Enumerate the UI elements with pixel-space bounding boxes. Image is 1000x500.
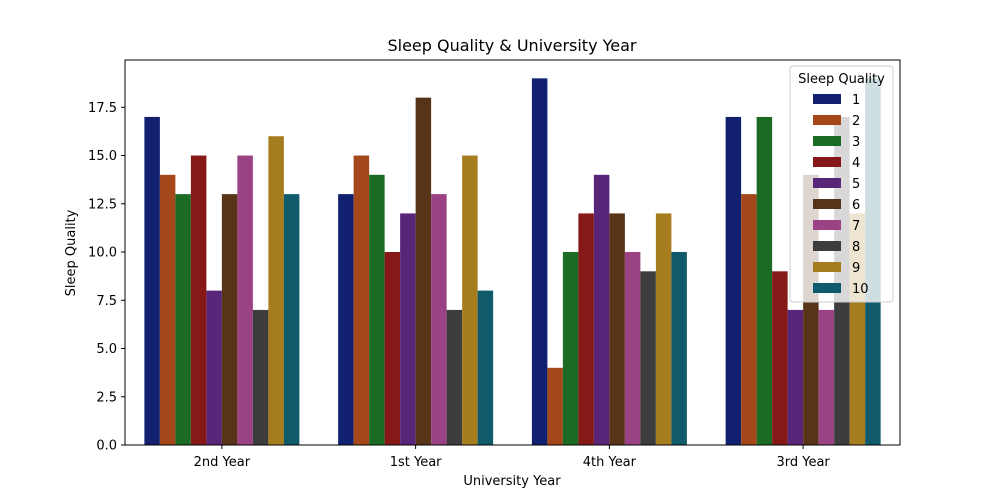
y-tick-label: 10.0 xyxy=(88,246,117,261)
x-tick-label: 2nd Year xyxy=(194,455,251,470)
y-tick-label: 12.5 xyxy=(88,197,117,212)
bar-2nd-year-quality-4 xyxy=(190,155,207,445)
bar-2nd-year-quality-10 xyxy=(283,194,300,445)
y-tick-label: 7.5 xyxy=(96,294,117,309)
bar-3rd-year-quality-2 xyxy=(741,194,757,445)
x-tick-label: 3rd Year xyxy=(776,455,830,470)
bar-1st-year-quality-3 xyxy=(369,174,385,445)
legend-title: Sleep Quality xyxy=(798,72,885,87)
bar-1st-year-quality-4 xyxy=(384,252,401,445)
legend-label-9: 9 xyxy=(852,261,860,276)
bar-3rd-year-quality-3 xyxy=(756,116,773,446)
legend-label-2: 2 xyxy=(852,114,860,129)
bar-2nd-year-quality-8 xyxy=(252,309,269,445)
bar-2nd-year-quality-1 xyxy=(144,116,160,446)
y-tick-label: 2.5 xyxy=(96,390,117,405)
legend-box xyxy=(789,65,894,303)
bar-4th-year-quality-2 xyxy=(547,367,563,445)
bar-1st-year-quality-6 xyxy=(415,97,432,445)
bar-1st-year-quality-7 xyxy=(431,194,447,445)
y-tick-label: 5.0 xyxy=(96,342,117,357)
legend-swatch-10 xyxy=(813,283,841,293)
legend-label-1: 1 xyxy=(852,93,860,108)
x-tick-label: 1st Year xyxy=(390,455,442,470)
bar-4th-year-quality-4 xyxy=(578,213,594,445)
bar-2nd-year-quality-5 xyxy=(206,290,222,445)
bar-2nd-year-quality-2 xyxy=(159,174,176,445)
chart-title: Sleep Quality & University Year xyxy=(387,36,636,55)
bar-2nd-year-quality-6 xyxy=(221,194,238,445)
bar-3rd-year-quality-5 xyxy=(787,309,804,445)
legend-label-4: 4 xyxy=(852,156,860,171)
legend-swatch-7 xyxy=(813,220,841,230)
bar-1st-year-quality-1 xyxy=(338,194,354,445)
legend-swatch-8 xyxy=(813,241,841,251)
legend-swatch-6 xyxy=(813,199,841,209)
bar-4th-year-quality-9 xyxy=(655,213,672,445)
bars-group xyxy=(144,78,881,446)
legend-swatch-5 xyxy=(813,178,841,188)
bar-3rd-year-quality-1 xyxy=(725,116,742,446)
bar-4th-year-quality-7 xyxy=(624,252,641,445)
legend-swatch-3 xyxy=(813,136,841,146)
bar-4th-year-quality-6 xyxy=(609,213,625,445)
bar-1st-year-quality-10 xyxy=(477,290,494,445)
legend: Sleep Quality 1 2 3 4 5 6 7 8 9 10 xyxy=(789,65,894,303)
legend-label-10: 10 xyxy=(852,282,869,297)
legend-label-6: 6 xyxy=(852,198,860,213)
y-axis-label: Sleep Quality xyxy=(64,209,79,296)
bar-4th-year-quality-8 xyxy=(640,271,656,445)
bar-3rd-year-quality-7 xyxy=(818,309,835,445)
axes-group: 0.0 2.5 5.0 7.5 10.0 12.5 15.0 17.5 2nd Year 1st … xyxy=(88,59,901,470)
legend-label-8: 8 xyxy=(852,240,860,255)
legend-label-7: 7 xyxy=(852,219,860,234)
bar-4th-year-quality-10 xyxy=(671,252,687,445)
bar-1st-year-quality-2 xyxy=(353,155,370,445)
x-tick-label: 4th Year xyxy=(583,455,637,470)
bar-1st-year-quality-9 xyxy=(462,155,478,445)
bar-4th-year-quality-3 xyxy=(562,252,579,445)
x-axis-label: University Year xyxy=(463,474,561,489)
y-tick-label: 15.0 xyxy=(88,149,117,164)
bar-2nd-year-quality-3 xyxy=(175,194,191,445)
bar-3rd-year-quality-4 xyxy=(772,271,788,445)
bar-1st-year-quality-8 xyxy=(446,309,463,445)
bar-4th-year-quality-1 xyxy=(531,78,548,445)
legend-swatch-2 xyxy=(813,115,841,125)
bar-2nd-year-quality-9 xyxy=(268,136,284,446)
y-tick-label: 0.0 xyxy=(96,439,117,454)
legend-label-3: 3 xyxy=(852,135,860,150)
bar-2nd-year-quality-7 xyxy=(237,155,253,445)
bar-4th-year-quality-5 xyxy=(593,174,610,445)
legend-swatch-9 xyxy=(813,262,841,272)
legend-swatch-1 xyxy=(813,94,841,104)
y-tick-label: 17.5 xyxy=(88,101,117,116)
legend-swatch-4 xyxy=(813,157,841,167)
legend-label-5: 5 xyxy=(852,177,860,192)
bar-1st-year-quality-5 xyxy=(400,213,416,445)
